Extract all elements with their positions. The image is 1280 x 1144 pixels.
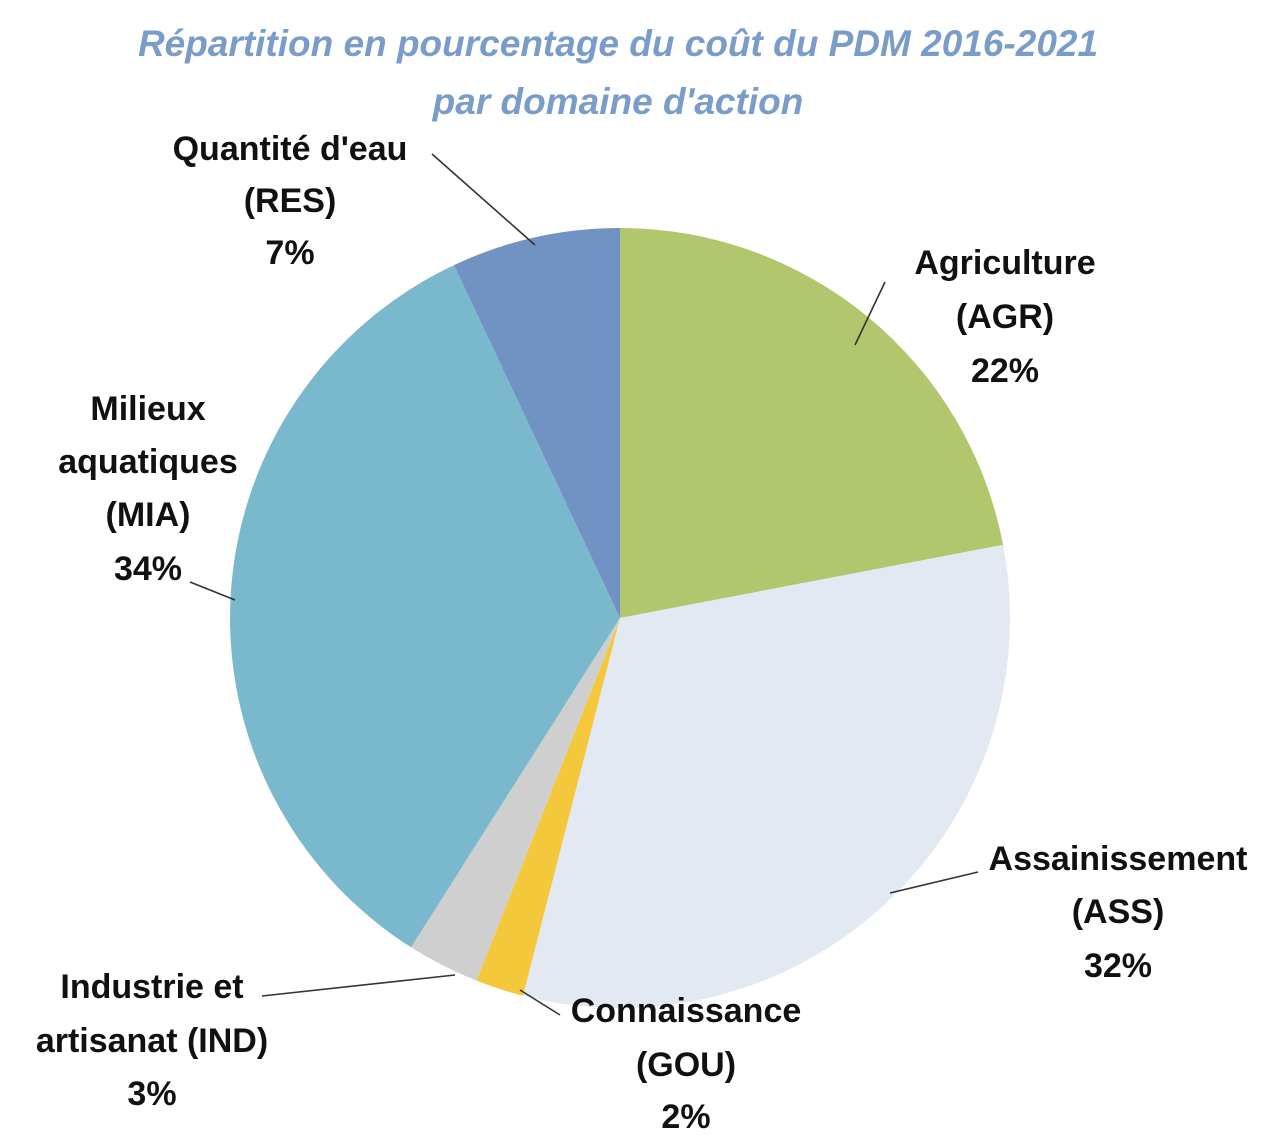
label-ass-code: (ASS) [1072,893,1165,931]
chart-subtitle: par domaine d'action [432,81,804,122]
label-gou-pct: 2% [661,1098,710,1136]
label-ass-pct: 32% [1084,947,1152,985]
label-res-pct: 7% [265,234,314,272]
label-mia-line2: aquatiques [58,443,237,481]
label-mia-pct: 34% [114,550,182,588]
pie-slice-res [453,228,620,618]
label-ass-name: Assainissement [989,840,1248,878]
pie-slice-mia [230,265,620,948]
leader-line-assainissement [889,871,979,894]
label-ind-line1: Industrie et [60,968,243,1006]
label-gou-code: (GOU) [636,1046,736,1084]
label-agr-pct: 22% [971,352,1039,390]
pie-slice-ass [523,544,1010,1009]
leader-line-quantite [431,153,536,246]
label-agr-name: Agriculture [914,244,1095,282]
chart-title: Répartition en pourcentage du coût du PD… [138,23,1098,64]
leader-line-milieux [189,581,236,601]
label-ind-line2: artisanat (IND) [36,1022,268,1060]
leader-line-agriculture [854,281,886,346]
label-agr-code: (AGR) [956,298,1054,336]
label-gou-name: Connaissance [571,992,802,1030]
label-res-name: Quantité d'eau [173,130,408,168]
label-ind-pct: 3% [127,1075,176,1113]
pie-slices [230,228,1010,1009]
label-mia-code: (MIA) [106,496,191,534]
label-res-code: (RES) [244,182,337,220]
pie-slice-gou [476,618,620,996]
label-mia-line1: Milieux [90,390,205,428]
pie-slice-agr [620,228,1004,618]
leader-line-connaissance [519,989,561,1016]
leader-line-industrie [261,974,456,997]
pie-slice-ind [411,618,620,981]
